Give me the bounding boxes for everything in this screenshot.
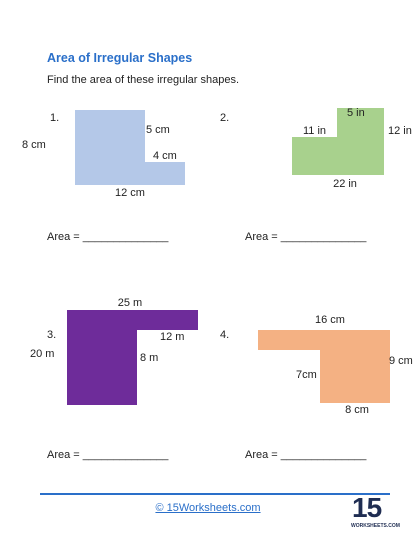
problem-number: 1. [50, 112, 60, 124]
dimension: 8 cm [345, 404, 369, 416]
dimension: 8 m [140, 352, 159, 364]
answer-line: Area = ______________ [47, 449, 169, 461]
title: Area of Irregular Shapes [47, 51, 193, 65]
logo-text: WORKSHEETS.COM [351, 523, 400, 529]
shape-1 [75, 110, 185, 185]
answer-line: Area = ______________ [47, 231, 169, 243]
dimension: 12 in [388, 125, 412, 137]
dimension: 5 in [347, 107, 365, 119]
answer-line: Area = ______________ [245, 449, 367, 461]
dimension: 20 m [30, 348, 55, 360]
dimension: 11 in [303, 125, 327, 137]
problem-number: 2. [220, 112, 230, 124]
shape-4 [258, 330, 390, 403]
problem-number: 4. [220, 329, 230, 341]
instruction: Find the area of these irregular shapes. [47, 74, 240, 86]
dimension: 8 cm [22, 139, 46, 151]
shape-3 [67, 310, 198, 405]
dimension: 22 in [333, 178, 357, 190]
problem-number: 3. [47, 329, 57, 341]
dimension: 16 cm [315, 314, 345, 326]
dimension: 9 cm [389, 355, 413, 367]
logo-number: 15 [352, 492, 382, 523]
dimension: 12 m [160, 331, 185, 343]
answer-line: Area = ______________ [245, 231, 367, 243]
copyright-link[interactable]: © 15Worksheets.com [155, 502, 261, 514]
dimension: 12 cm [115, 187, 145, 199]
dimension: 4 cm [153, 150, 177, 162]
shape-2 [292, 108, 384, 175]
dimension: 25 m [117, 297, 143, 309]
dimension: 5 cm [146, 124, 170, 136]
dimension: 7cm [296, 369, 317, 381]
